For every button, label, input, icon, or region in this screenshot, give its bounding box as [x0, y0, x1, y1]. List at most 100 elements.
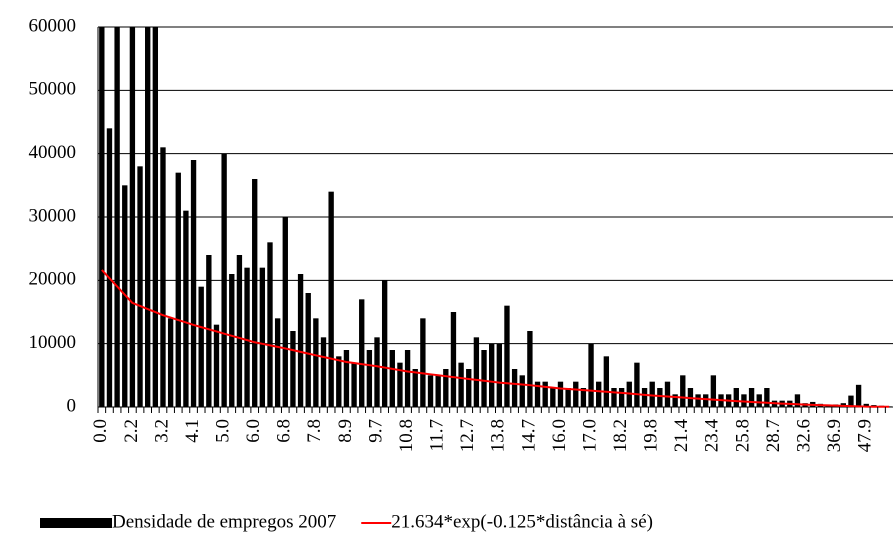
bar: [573, 381, 579, 407]
x-tick-label: 47.9: [855, 419, 876, 452]
x-tick-label: 16.0: [549, 419, 570, 452]
x-tick-label: 2.2: [121, 419, 142, 443]
x-tick-label: 6.0: [243, 419, 264, 443]
x-tick-label: 19.8: [641, 419, 662, 452]
bar: [259, 267, 266, 407]
bar: [649, 381, 655, 407]
bar: [519, 375, 525, 407]
bar: [443, 369, 449, 407]
bar: [603, 356, 610, 407]
y-tick-label: 50000: [29, 79, 77, 100]
bar: [450, 312, 457, 407]
y-tick-label: 0: [67, 395, 77, 416]
bar: [114, 27, 120, 407]
bar: [680, 375, 686, 407]
bar: [374, 337, 380, 407]
y-tick-label: 40000: [29, 142, 77, 163]
x-tick-label: 0.0: [90, 419, 111, 443]
bar: [596, 381, 602, 407]
legend-label: 21.634*exp(-0.125*distância à sé): [391, 511, 653, 532]
bar: [190, 160, 197, 407]
fit-line: [101, 269, 890, 408]
bar: [588, 343, 594, 407]
bar: [764, 388, 770, 407]
bar: [466, 369, 472, 407]
bar: [129, 27, 136, 407]
bar: [282, 217, 288, 407]
bar: [435, 375, 441, 407]
bar: [290, 331, 296, 407]
bar: [229, 274, 235, 407]
legend-label: Densidade de empregos 2007: [112, 511, 336, 532]
bar: [794, 394, 801, 407]
x-tick-label: 28.7: [763, 419, 784, 452]
bar: [748, 388, 755, 407]
bar: [267, 242, 273, 407]
y-tick-label: 20000: [29, 269, 77, 290]
bar: [504, 305, 510, 407]
bar: [534, 381, 541, 407]
y-tick-label: 10000: [29, 332, 77, 353]
x-tick-label: 32.6: [793, 419, 814, 452]
bar: [664, 381, 671, 407]
bar: [527, 331, 533, 407]
x-tick-label: 18.2: [610, 419, 631, 452]
legend-swatch: [40, 518, 112, 528]
bar: [343, 350, 350, 407]
bar: [404, 350, 411, 407]
bar: [175, 172, 181, 407]
bar: [618, 388, 625, 407]
x-tick-label: 21.4: [671, 419, 692, 453]
bar: [427, 375, 434, 407]
bar: [580, 388, 587, 407]
bar: [167, 318, 174, 407]
bar: [328, 191, 334, 407]
y-tick-label: 60000: [29, 15, 77, 36]
bar: [458, 362, 464, 407]
bar: [848, 395, 854, 407]
bar: [565, 388, 571, 407]
bar: [320, 337, 327, 407]
bar: [511, 369, 518, 407]
x-tick-label: 8.9: [335, 419, 356, 443]
bar: [481, 350, 487, 407]
y-tick-label: 30000: [29, 205, 77, 226]
x-tick-label: 4.1: [182, 419, 203, 443]
bar: [420, 318, 426, 407]
x-tick-label: 3.2: [151, 419, 172, 443]
x-tick-label: 13.8: [488, 419, 509, 452]
bar: [756, 394, 762, 407]
bar: [297, 274, 304, 407]
bar: [855, 384, 862, 407]
bar: [122, 185, 128, 407]
x-tick-label: 23.4: [702, 419, 723, 453]
bar: [634, 362, 640, 407]
bar: [252, 179, 258, 407]
bar: [198, 286, 204, 407]
bar: [366, 350, 373, 407]
bar: [412, 369, 418, 407]
bar: [183, 210, 189, 407]
bar: [672, 394, 678, 407]
x-tick-label: 11.7: [427, 419, 448, 452]
x-tick-label: 12.7: [457, 419, 478, 452]
bar: [657, 388, 663, 407]
bar: [137, 166, 143, 407]
bar: [496, 343, 502, 407]
bar: [542, 381, 548, 407]
x-tick-label: 6.8: [274, 419, 295, 443]
x-tick-label: 14.7: [518, 419, 539, 452]
bar: [695, 394, 701, 407]
bar: [863, 403, 869, 407]
bar: [641, 388, 648, 407]
x-tick-label: 17.0: [579, 419, 600, 452]
bar: [152, 27, 159, 407]
bar: [550, 388, 556, 407]
bar: [351, 362, 357, 407]
bar: [489, 343, 495, 407]
x-tick-label: 36.9: [824, 419, 845, 452]
x-tick-label: 5.0: [212, 419, 233, 443]
bar: [244, 267, 250, 407]
x-tick-label: 25.8: [732, 419, 753, 452]
